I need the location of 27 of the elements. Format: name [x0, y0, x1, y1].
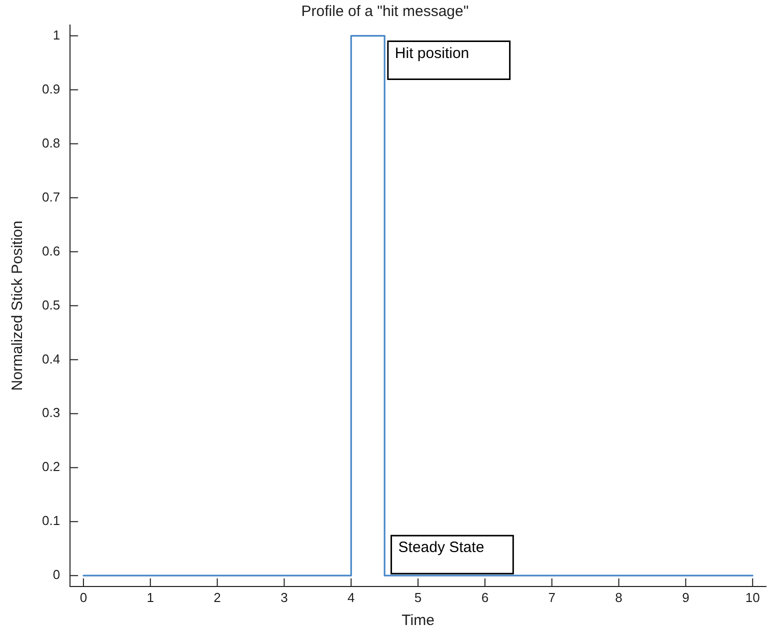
x-tick-label: 10	[745, 590, 760, 605]
x-tick-label: 9	[682, 590, 690, 605]
y-tick-label: 0.3	[42, 405, 60, 420]
chart-title: Profile of a "hit message"	[301, 3, 469, 20]
y-tick-label: 0	[52, 567, 60, 582]
annotation: Hit position	[394, 44, 470, 62]
y-tick-label: 1	[52, 27, 60, 42]
y-tick-label: 0.6	[42, 243, 60, 258]
annotation: Steady State	[398, 539, 484, 556]
y-tick-label: 0.2	[42, 459, 60, 474]
y-tick-label: 0.5	[42, 297, 60, 312]
x-tick-label: 8	[615, 590, 622, 605]
x-tick-label: 4	[348, 590, 355, 605]
x-tick-label: 5	[414, 590, 422, 605]
x-axis-title: Time	[402, 612, 434, 630]
x-tick-label: 0	[80, 590, 88, 605]
y-tick-label: 0.9	[42, 81, 60, 96]
x-tick-label: 1	[146, 590, 154, 605]
x-tick-label: 2	[214, 590, 221, 605]
y-tick-label: 0.4	[42, 351, 60, 366]
x-tick-label: 7	[548, 590, 556, 605]
y-tick-label: 0.8	[42, 135, 60, 150]
x-tick-label: 6	[481, 590, 489, 605]
x-tick-label: 3	[280, 590, 288, 605]
y-tick-label: 0.7	[42, 189, 60, 204]
y-tick-label: 0.1	[42, 513, 60, 528]
y-axis-title: Normalized Stick Position	[9, 220, 26, 391]
